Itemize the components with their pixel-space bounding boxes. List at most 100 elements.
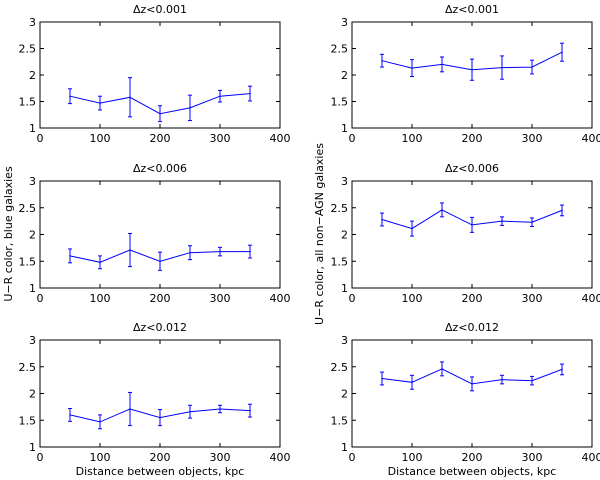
- y-tick-label: 3: [29, 175, 36, 188]
- data-point: [501, 66, 503, 69]
- data-point: [219, 95, 221, 97]
- data-point: [471, 383, 473, 385]
- y-axis-label: U−R color, all non−AGN galaxies: [313, 143, 326, 325]
- y-tick-label: 1.5: [331, 96, 349, 109]
- x-tick-label: 100: [402, 451, 423, 464]
- y-tick-label: 1: [29, 441, 36, 454]
- error-bar: [218, 404, 222, 414]
- error-bar: [68, 248, 72, 264]
- data-point: [219, 408, 221, 410]
- data-point: [189, 251, 191, 254]
- x-tick-label: 300: [522, 132, 543, 145]
- error-bar: [440, 361, 444, 377]
- error-bar: [560, 42, 564, 62]
- data-point: [159, 112, 161, 115]
- y-tick-label: 3: [341, 334, 348, 347]
- x-tick-label: 300: [522, 292, 543, 305]
- data-point: [561, 51, 563, 54]
- data-point: [129, 408, 131, 410]
- y-tick-label: 1.5: [19, 255, 37, 268]
- error-bar: [410, 59, 414, 78]
- data-point: [531, 221, 533, 223]
- error-bar: [530, 375, 534, 386]
- x-axis-label: Distance between objects, kpc: [76, 465, 245, 478]
- error-bar: [410, 374, 414, 390]
- data-point: [561, 368, 563, 371]
- y-tick-label: 1: [341, 122, 348, 135]
- error-bar: [470, 376, 474, 392]
- panel-title: Δz<0.012: [133, 321, 187, 334]
- y-tick-label: 1: [341, 282, 348, 295]
- error-bar: [218, 89, 222, 103]
- data-point: [219, 250, 221, 253]
- error-bar: [158, 251, 162, 271]
- panel-title: Δz<0.006: [133, 162, 187, 175]
- x-tick-label: 200: [150, 451, 171, 464]
- x-tick-label: 300: [210, 132, 231, 145]
- data-point: [129, 249, 131, 251]
- error-bar: [470, 216, 474, 233]
- error-bar: [158, 105, 162, 123]
- y-tick-label: 3: [29, 334, 36, 347]
- data-point: [381, 218, 383, 221]
- x-tick-label: 300: [210, 451, 231, 464]
- error-bar: [470, 58, 474, 81]
- panel-title: Δz<0.012: [445, 321, 499, 334]
- x-tick-label: 0: [37, 132, 44, 145]
- error-bar: [128, 391, 132, 427]
- error-bar: [530, 59, 534, 75]
- data-point: [99, 421, 101, 423]
- data-point: [501, 220, 503, 222]
- error-bar: [248, 403, 252, 418]
- y-tick-label: 2.5: [331, 43, 349, 56]
- y-tick-label: 3: [29, 16, 36, 29]
- panel-2: 0 100 200 300 400 1 1.5 2 2.5 3 Δz<0.001: [331, 3, 600, 145]
- data-point: [159, 416, 161, 419]
- error-bar: [440, 56, 444, 73]
- y-tick-label: 2.5: [19, 43, 37, 56]
- y-tick-label: 1.5: [331, 414, 349, 427]
- data-point: [129, 96, 131, 99]
- x-tick-label: 0: [37, 292, 44, 305]
- y-tick-label: 2.5: [19, 202, 37, 215]
- x-tick-label: 200: [462, 292, 483, 305]
- data-point: [69, 95, 71, 97]
- x-tick-label: 400: [582, 451, 600, 464]
- data-point: [381, 377, 383, 380]
- error-bar: [158, 409, 162, 427]
- data-point: [99, 261, 101, 264]
- data-point: [441, 209, 443, 211]
- data-point: [441, 63, 443, 66]
- data-point: [561, 209, 563, 212]
- data-point: [441, 368, 443, 370]
- y-tick-label: 1: [29, 282, 36, 295]
- error-bar: [500, 374, 504, 385]
- x-tick-label: 200: [462, 451, 483, 464]
- x-tick-label: 0: [349, 292, 356, 305]
- y-tick-label: 2.5: [331, 202, 349, 215]
- panel-4: 0 100 200 300 400 1 1.5 2 2.5 3 Δz<0.006 U−R color,…: [313, 143, 600, 325]
- data-point: [69, 414, 71, 416]
- x-tick-label: 0: [37, 451, 44, 464]
- x-tick-label: 400: [270, 451, 291, 464]
- data-point: [189, 410, 191, 413]
- data-point: [381, 59, 383, 62]
- plot-frame: [351, 339, 593, 448]
- error-bar: [188, 245, 192, 261]
- error-bar: [380, 212, 384, 227]
- y-tick-label: 2: [341, 229, 348, 242]
- x-tick-label: 400: [582, 292, 600, 305]
- panel-1: 0 100 200 300 400 1 1.5 2 2.5 3 Δz<0.001: [19, 3, 291, 145]
- y-tick-label: 2: [29, 229, 36, 242]
- panel-6: 0 100 200 300 400 1 1.5 2 2.5 3 Δz<0.012 Distance b…: [331, 321, 600, 478]
- error-bar: [188, 94, 192, 122]
- error-bar: [248, 244, 252, 259]
- y-tick-label: 2.5: [331, 361, 349, 374]
- y-tick-label: 1: [29, 122, 36, 135]
- x-tick-label: 400: [270, 132, 291, 145]
- data-point: [249, 250, 251, 253]
- error-bar: [380, 371, 384, 386]
- x-tick-label: 0: [349, 451, 356, 464]
- error-bar: [560, 363, 564, 376]
- data-point: [249, 409, 251, 412]
